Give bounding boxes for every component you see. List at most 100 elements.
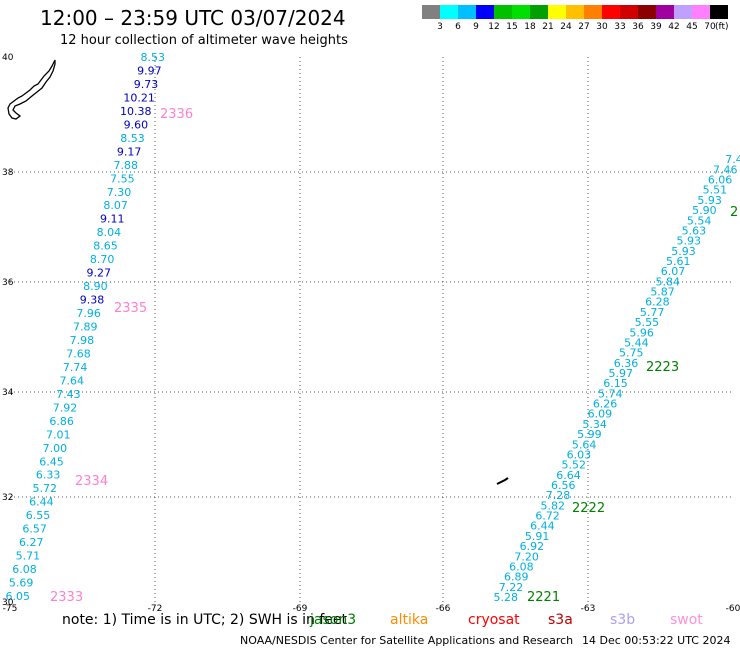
- legend-label: 33: [614, 22, 626, 32]
- wave-height-label: 6.56: [551, 479, 576, 492]
- latitude-label: 32: [2, 493, 13, 503]
- wave-height-label: 7.92: [53, 401, 78, 414]
- legend-swatch: [674, 5, 692, 19]
- wave-height-label: 6.15: [603, 377, 628, 390]
- legend-swatch: [530, 5, 548, 19]
- wave-height-label: 5.69: [9, 577, 34, 590]
- wave-height-label: 9.73: [134, 78, 159, 91]
- wave-height-label: 8.70: [90, 253, 115, 266]
- wave-height-label: 7.55: [110, 172, 135, 185]
- bermuda-island: [496, 477, 509, 485]
- wave-height-label: 7.00: [43, 442, 68, 455]
- legend-label: 15: [506, 22, 518, 32]
- wave-height-label: 6.55: [26, 509, 51, 522]
- legend-swatch: [602, 5, 620, 19]
- wave-height-label: 6.07: [661, 265, 686, 278]
- legend-label: 42: [668, 22, 680, 32]
- longitude-label: -66: [436, 604, 451, 612]
- wave-height-label: 6.36: [614, 357, 639, 370]
- wave-height-label: 8.04: [97, 226, 122, 239]
- wave-height-label: 5.64: [572, 438, 597, 451]
- coastline-north: [7, 59, 56, 120]
- wave-height-label: 10.21: [123, 91, 155, 104]
- wave-height-label: 5.99: [577, 428, 602, 441]
- legend-unit: (ft): [715, 22, 729, 32]
- wave-height-label: 8.53: [141, 51, 166, 64]
- wave-height-label: 5.97: [609, 367, 634, 380]
- wave-height-label: 6.33: [36, 469, 61, 482]
- wave-height-label: 5.87: [650, 286, 675, 299]
- wave-height-label: 8.53: [120, 132, 145, 145]
- legend-swatch: [494, 5, 512, 19]
- satellite-swot: swot: [670, 612, 703, 628]
- satellite-s3a: s3a: [548, 612, 573, 628]
- grid-lines: [10, 57, 733, 602]
- wave-height-label: 6.89: [504, 571, 529, 584]
- wave-height-label: 8.07: [103, 199, 128, 212]
- legend-swatch: [458, 5, 476, 19]
- wave-height-label: 6.08: [12, 563, 37, 576]
- wave-height-label: 9.60: [124, 118, 149, 131]
- wave-height-label: 5.34: [582, 418, 607, 431]
- satellite-altika: altika: [390, 612, 429, 628]
- pass-time-label: 2222: [572, 501, 605, 516]
- wave-height-label: 6.44: [530, 520, 555, 533]
- legend-label: 6: [455, 22, 461, 32]
- wave-height-label: 6.06: [708, 174, 733, 187]
- legend-label: 12: [488, 22, 500, 32]
- wave-height-label: 5.93: [697, 194, 722, 207]
- legend-label: 30: [596, 22, 608, 32]
- wave-height-label: 7.20: [514, 550, 539, 563]
- pass-time-label: 2335: [114, 301, 147, 316]
- wave-height-label: 7.96: [76, 307, 101, 320]
- wave-height-label: 5.55: [635, 316, 660, 329]
- wave-height-label: 5.82: [541, 499, 566, 512]
- axis-labels: -75 -72 -69 -66 -63 -60 40 38 36 34 32 30: [2, 53, 740, 612]
- footer-note: note: 1) Time is in UTC; 2) SWH is in fe…: [62, 612, 348, 628]
- wave-height-label: 5.93: [671, 245, 696, 258]
- satellite-jason3: jason3: [310, 612, 357, 628]
- legend-swatch: [548, 5, 566, 19]
- legend-label: 45: [686, 22, 698, 32]
- west-track: 8.539.979.7310.2110.389.608.539.177.887.…: [6, 51, 194, 605]
- legend-swatch: [512, 5, 530, 19]
- longitude-label: -75: [3, 604, 18, 612]
- satellite-s3b: s3b: [610, 612, 636, 628]
- legend-swatch: [476, 5, 494, 19]
- wave-height-label: 5.96: [629, 326, 654, 339]
- legend-swatch: [584, 5, 602, 19]
- longitude-label: -63: [581, 604, 596, 612]
- wave-height-label: 8.90: [83, 280, 108, 293]
- latitude-label: 34: [2, 388, 14, 398]
- legend-swatch: [422, 5, 440, 19]
- wave-height-label: 7.46: [713, 163, 738, 176]
- legend-label: 9: [473, 22, 479, 32]
- longitude-label: -69: [293, 604, 308, 612]
- pass-time-label: 2333: [50, 590, 83, 605]
- wave-height-label: 6.57: [22, 523, 47, 536]
- legend-label: 3: [437, 22, 443, 32]
- wave-height-label: 9.97: [137, 64, 162, 77]
- wave-height-label: 6.09: [588, 408, 613, 421]
- wave-height-label: 5.77: [640, 306, 665, 319]
- wave-height-label: 6.05: [6, 590, 31, 603]
- credit-text: NOAA/NESDIS Center for Satellite Applica…: [240, 634, 574, 647]
- wave-height-label: 9.11: [100, 213, 125, 226]
- wave-height-label: 5.93: [676, 235, 701, 248]
- pass-time-label: 2336: [160, 107, 193, 122]
- wave-height-label: 6.72: [535, 510, 560, 523]
- wave-height-label: 5.52: [561, 459, 586, 472]
- wave-height-label: 6.27: [19, 536, 44, 549]
- wave-height-label: 7.89: [73, 321, 98, 334]
- wave-height-label: 6.86: [49, 415, 74, 428]
- legend-swatch: [566, 5, 584, 19]
- wave-height-label: 9.27: [87, 267, 112, 280]
- wave-height-label: 5.28: [494, 591, 519, 604]
- legend-swatch: [710, 5, 728, 19]
- wave-height-label: 7.28: [546, 489, 571, 502]
- wave-height-label: 5.72: [33, 482, 58, 495]
- wave-height-label: 6.28: [645, 296, 670, 309]
- legend-label: 39: [650, 22, 662, 32]
- pass-time-label: 2223: [646, 360, 679, 375]
- wave-height-map[interactable]: 8.539.979.7310.2110.389.608.539.177.887.…: [0, 0, 740, 612]
